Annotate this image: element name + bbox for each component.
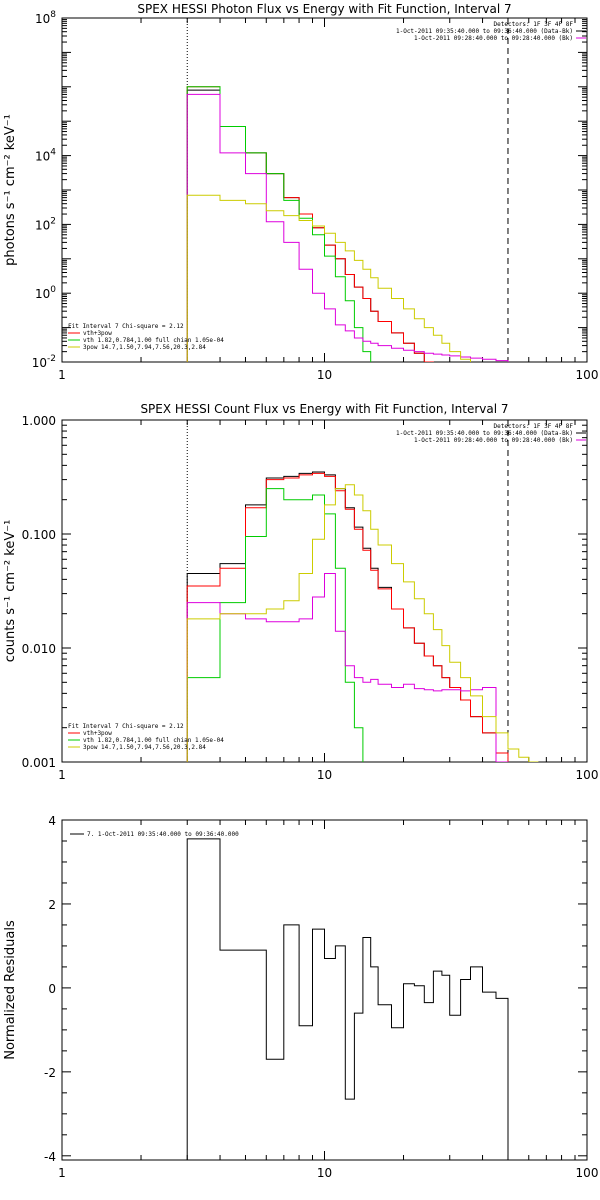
y-tick-label: 1.000 xyxy=(22,414,56,428)
series-2-step-line xyxy=(186,86,434,362)
y-tick-label: 0.100 xyxy=(22,528,56,542)
legend-entry-text: vth+3pow xyxy=(83,330,112,337)
series-layer xyxy=(186,86,509,362)
y-tick-base: 10 xyxy=(32,356,47,370)
legend-entry-text: 1-Oct-2011 09:35:40.000 to 09:36:40.000 … xyxy=(396,430,573,437)
y-tick-base: 10 xyxy=(35,218,50,232)
chart-panel-2: SPEX HESSI Count Flux vs Energy with Fit… xyxy=(3,402,598,782)
series-3-step-line xyxy=(186,488,364,762)
legend-entry-text: 1-Oct-2011 09:28:40.000 to 09:28:40.000 … xyxy=(414,437,573,444)
y-tick-base: 10 xyxy=(35,12,50,26)
x-tick-label: 100 xyxy=(576,768,599,782)
y-axis-label: counts s⁻¹ cm⁻² keV⁻¹ xyxy=(3,520,18,663)
legend-entry-text: 3pow 14.7,1.50,7.94,7.56,20.3,2.84 xyxy=(83,744,206,751)
y-tick-label: 4 xyxy=(48,814,56,828)
y-axis-label: Normalized Residuals xyxy=(3,920,18,1060)
legend-entry-text: Detectors: 1F 3F 4F 8F xyxy=(494,423,574,430)
legend-entry-text: vth 1.82,0.784,1.00 full chian 1.05e-04 xyxy=(83,337,224,344)
y-tick-label: 100 xyxy=(35,285,56,301)
legend-entry-text: 1-Oct-2011 09:35:40.000 to 09:36:40.000 … xyxy=(396,28,573,35)
y-tick-base: 10 xyxy=(35,150,50,164)
series-4-step-line xyxy=(186,573,509,762)
chart-title: SPEX HESSI Photon Flux vs Energy with Fi… xyxy=(137,2,511,16)
y-tick-label: 0.001 xyxy=(22,756,56,770)
y-tick-exponent: 2 xyxy=(50,216,56,226)
series-layer xyxy=(186,471,539,762)
y-tick-label: 0.010 xyxy=(22,642,56,656)
series-1-step-line xyxy=(186,838,509,1160)
x-tick-label: 1 xyxy=(58,368,66,382)
series-1-step-line xyxy=(186,471,509,762)
chart-title: SPEX HESSI Count Flux vs Energy with Fit… xyxy=(140,402,508,416)
series-4-step-line xyxy=(186,93,509,362)
y-tick-exponent: -2 xyxy=(47,354,56,364)
x-tick-label: 1 xyxy=(58,1166,66,1180)
legend-entry-text: 1-Oct-2011 09:28:40.000 to 09:28:40.000 … xyxy=(414,35,573,42)
y-tick-exponent: 0 xyxy=(50,285,56,295)
y-tick-exponent: 4 xyxy=(50,148,56,158)
legend-entry-text: Fit Interval 7 Chi-square = 2.12 xyxy=(68,723,184,730)
y-tick-label: 102 xyxy=(35,216,56,232)
y-tick-label: -4 xyxy=(44,1150,56,1164)
legend-entry-text: 7. 1-Oct-2011 09:35:40.000 to 09:36:40.0… xyxy=(87,831,239,838)
legend-entry-text: vth+3pow xyxy=(83,730,112,737)
x-tick-label: 1 xyxy=(58,768,66,782)
legend-entry-text: Fit Interval 7 Chi-square = 2.12 xyxy=(68,323,184,330)
legend-entry-text: Detectors: 1F 3F 4F 8F xyxy=(494,21,574,28)
x-tick-label: 100 xyxy=(576,368,599,382)
legend-entry-text: vth 1.82,0.784,1.00 full chian 1.05e-04 xyxy=(83,737,224,744)
y-tick-label: 10-2 xyxy=(32,354,56,370)
x-tick-label: 10 xyxy=(317,368,332,382)
y-tick-label: 108 xyxy=(35,10,56,26)
x-tick-label: 10 xyxy=(317,1166,332,1180)
y-tick-label: 0 xyxy=(48,982,56,996)
chart-panel-3: 1 10 100 4 2 0 -2 -4 Normalized Residuals 7. 1-Oc… xyxy=(3,814,598,1180)
y-tick-label: -2 xyxy=(44,1066,56,1080)
legend-entry-text: 3pow 14.7,1.50,7.94,7.56,20.3,2.84 xyxy=(83,344,206,351)
series-3-step-line xyxy=(186,86,372,362)
y-tick-label: 2 xyxy=(48,898,56,912)
series-2-step-line xyxy=(186,472,509,762)
y-tick-label: 104 xyxy=(35,148,56,164)
series-5-step-line xyxy=(186,484,539,762)
series-5-step-line xyxy=(186,194,471,362)
y-tick-base: 10 xyxy=(35,287,50,301)
x-tick-label: 10 xyxy=(317,768,332,782)
y-tick-exponent: 8 xyxy=(50,10,56,20)
y-axis-label: photons s⁻¹ cm⁻² keV⁻¹ xyxy=(3,114,18,266)
chart-panel-1: SPEX HESSI Photon Flux vs Energy with Fi… xyxy=(3,2,598,382)
series-1-step-line xyxy=(186,89,434,362)
x-tick-label: 100 xyxy=(576,1166,599,1180)
series-layer xyxy=(186,838,509,1160)
